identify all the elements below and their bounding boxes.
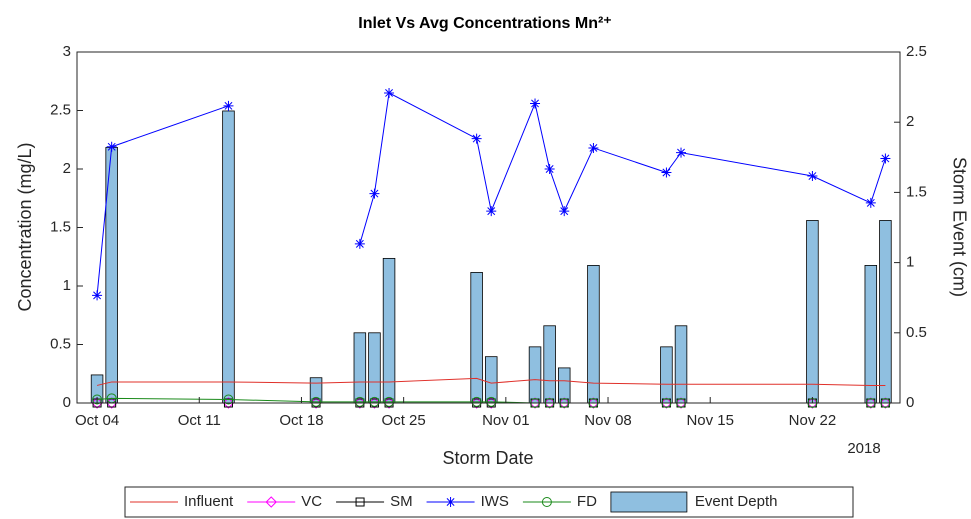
legend-label: IWS [481,493,509,510]
x-tick-label: Oct 11 [178,412,221,429]
marker-diamond [543,397,556,409]
y-tick-label: 1.5 [50,218,71,235]
marker-star [486,206,497,217]
y-tick-label: 2.5 [50,101,71,118]
y-axis-label: Concentration (mg/L) [15,142,35,311]
legend-box [124,486,854,518]
y2-tick-label: 2 [906,113,914,130]
x-tick-label: Nov 22 [789,412,837,429]
marker-diamond [222,397,235,409]
bar [879,220,892,404]
y2-tick-label: 0 [906,394,914,411]
y2-tick-label: 1 [906,254,914,271]
marker-diamond [587,397,600,409]
marker-circle [541,497,552,507]
y-tick-label: 0 [63,394,71,411]
marker-circle [384,396,395,407]
marker-star [471,133,482,144]
y2-tick-label: 1.5 [906,183,927,200]
marker-star [445,497,456,507]
x-tick-label: Oct 25 [382,412,426,429]
marker-star [807,171,818,182]
bar [806,220,819,404]
marker-star [369,188,380,199]
marker-star [880,153,891,164]
legend-label: Event Depth [695,493,778,510]
marker-circle [486,396,497,407]
marker-diamond [558,397,570,409]
marker-star [530,98,541,109]
marker-star [559,206,570,217]
legend-label: VC [301,493,322,510]
bar [353,332,367,404]
bar [660,346,673,404]
marker-star [865,197,876,208]
marker-star [544,164,555,174]
series-line [96,377,886,386]
bar [864,265,878,404]
chart-title: Inlet Vs Avg Concentrations Mn²⁺ [358,15,612,32]
bar [674,325,688,404]
legend: Influent VC SM IWS FD Event Depth [124,486,854,518]
marker-diamond [529,397,541,409]
marker-star [354,238,365,249]
legend-label: Influent [184,493,234,510]
marker-circle [223,394,234,405]
marker-diamond [660,397,673,409]
y-tick-label: 1 [63,277,71,294]
marker-star [588,142,599,153]
bar [368,332,381,404]
y-tick-label: 3 [63,43,71,60]
bar [470,272,483,404]
x-tick-label: Nov 01 [482,412,530,429]
bar [484,356,498,404]
marker-diamond [879,397,892,409]
marker-square [355,497,365,507]
y-tick-label: 2 [63,160,71,177]
marker-diamond [675,397,687,409]
y2-axis-label: Storm Event (cm) [949,157,969,297]
marker-star [384,87,395,98]
legend-label: FD [577,493,597,510]
marker-circle [471,396,482,407]
marker-circle [369,396,380,407]
marker-star [223,100,234,111]
bar [543,325,556,404]
x-secondary-label: 2018 [847,440,880,457]
legend-label: SM [390,493,413,510]
x-tick-label: Oct 04 [75,412,119,429]
marker-diamond [91,397,103,409]
marker-star [106,141,117,152]
bar [222,110,235,404]
marker-star [676,147,687,158]
x-axis-label: Storm Date [442,448,533,468]
marker-diamond [865,397,877,409]
marker-star [661,167,672,178]
marker-circle [354,396,365,407]
marker-star [92,290,103,301]
marker-diamond [265,496,277,508]
marker-circle [311,396,322,407]
legend-swatch [610,491,688,513]
axes-box [76,51,901,404]
series-line [96,92,886,296]
y2-tick-label: 2.5 [906,43,927,60]
x-tick-label: Nov 15 [686,412,734,429]
x-tick-label: Oct 18 [279,412,323,429]
marker-circle [92,394,103,405]
marker-diamond [806,397,819,409]
y2-tick-label: 0.5 [906,324,927,341]
x-tick-label: Nov 08 [584,412,632,429]
bar [528,346,542,404]
y-tick-label: 0.5 [50,335,71,352]
